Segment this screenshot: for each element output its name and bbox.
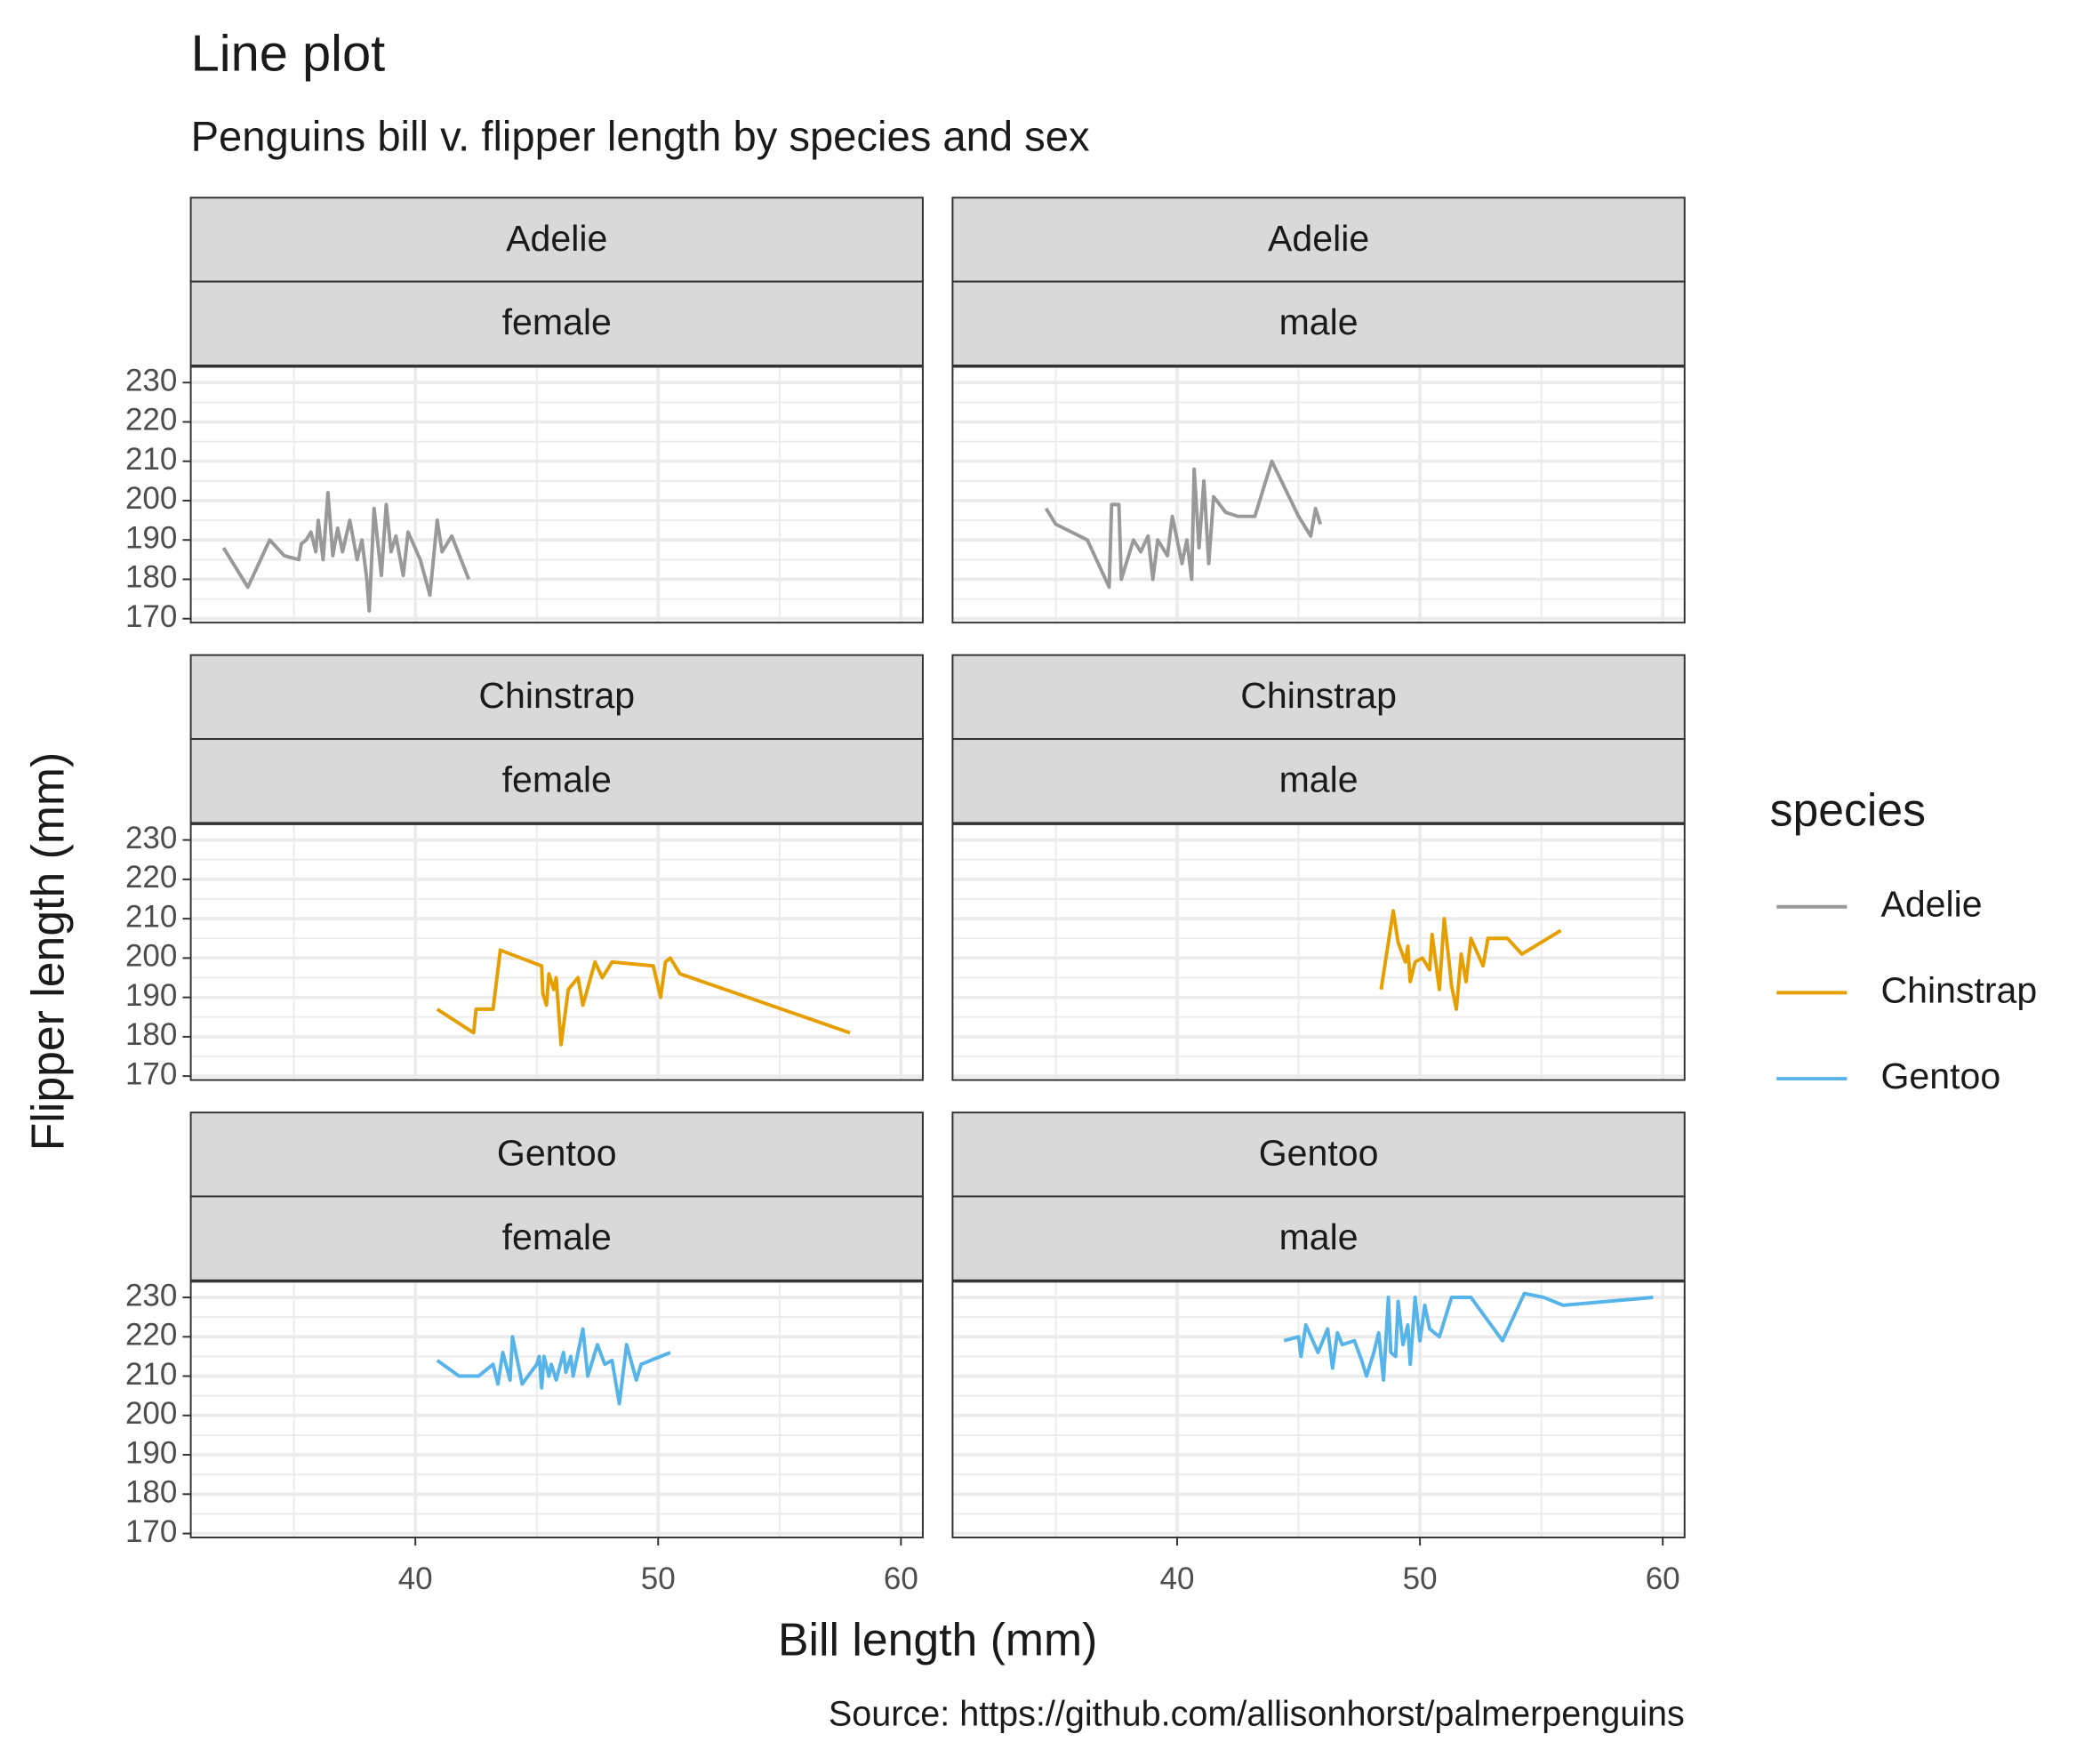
y-tick-label: 170: [125, 1514, 177, 1549]
facet-strip: [951, 1195, 1686, 1281]
y-tick-label: 170: [125, 1056, 177, 1091]
facet-label: female: [502, 1216, 612, 1257]
legend-label: Chinstrap: [1880, 969, 2037, 1010]
facet-strip: [189, 1195, 924, 1281]
facet-strip: [189, 1112, 924, 1198]
panel-border: [189, 1280, 924, 1538]
y-tick-label: 190: [125, 978, 177, 1013]
facet-strip: [951, 1112, 1686, 1198]
data-line: [436, 1327, 671, 1406]
facet-label: male: [1279, 1216, 1359, 1257]
panel-border: [189, 823, 924, 1081]
facet-strip: [189, 654, 924, 741]
facet-label: Gentoo: [1259, 1133, 1379, 1174]
data-line: [436, 948, 851, 1047]
y-tick-label: 180: [125, 560, 177, 595]
panel-background: [952, 823, 1685, 1080]
y-tick-label: 190: [125, 1435, 177, 1470]
facet-label: male: [1279, 759, 1359, 800]
chart-title: Line plot: [191, 25, 386, 82]
panel-border: [951, 1280, 1686, 1538]
y-tick-label: 230: [125, 363, 177, 397]
panel-background: [190, 366, 923, 623]
x-tick-label: 40: [398, 1561, 433, 1596]
x-tick-label: 60: [1646, 1561, 1680, 1596]
panel-background: [190, 1281, 923, 1537]
data-line: [1044, 459, 1323, 590]
facet-label: Adelie: [506, 218, 607, 259]
panel-background: [952, 1281, 1685, 1537]
caption: Source: https://github.com/allisonhorst/…: [829, 1694, 1685, 1733]
facet-strip: [951, 654, 1686, 741]
panel-border: [189, 365, 924, 624]
data-line: [1379, 909, 1562, 1011]
facet-label: Gentoo: [497, 1133, 617, 1174]
legend-label: Gentoo: [1880, 1056, 2000, 1096]
y-tick-label: 200: [125, 1396, 177, 1431]
x-tick-label: 50: [1403, 1561, 1438, 1596]
y-tick-label: 220: [125, 860, 177, 895]
y-tick-label: 230: [125, 821, 177, 855]
facet-label: Chinstrap: [1240, 675, 1397, 716]
panel-border: [951, 365, 1686, 624]
y-tick-label: 210: [125, 442, 177, 477]
chart-subtitle: Penguins bill v. flipper length by speci…: [191, 112, 1090, 159]
y-tick-label: 200: [125, 939, 177, 974]
facet-label: female: [502, 759, 612, 800]
facet-strip: [951, 280, 1686, 366]
facet-label: male: [1279, 301, 1359, 342]
y-tick-label: 230: [125, 1278, 177, 1312]
y-axis-label: Flipper length (mm): [22, 752, 74, 1151]
y-tick-label: 210: [125, 899, 177, 934]
data-line: [221, 491, 471, 613]
panel-border: [951, 823, 1686, 1081]
x-tick-label: 40: [1160, 1561, 1195, 1596]
panel-background: [952, 366, 1685, 623]
facet-label: Chinstrap: [478, 675, 635, 716]
y-tick-label: 170: [125, 599, 177, 634]
facet-strip: [189, 280, 924, 366]
facet-strip: [951, 197, 1686, 283]
legend-title: species: [1770, 783, 1926, 835]
x-axis-label: Bill length (mm): [778, 1613, 1097, 1665]
y-tick-label: 200: [125, 481, 177, 516]
facet-strip: [189, 197, 924, 283]
facet-strip: [189, 738, 924, 824]
y-tick-label: 180: [125, 1017, 177, 1052]
y-tick-label: 220: [125, 1318, 177, 1353]
facet-label: female: [502, 301, 612, 342]
legend-label: Adelie: [1880, 884, 1982, 925]
y-tick-label: 190: [125, 520, 177, 555]
data-line: [1283, 1291, 1654, 1382]
facet-label: Adelie: [1268, 218, 1369, 259]
y-tick-label: 180: [125, 1475, 177, 1510]
x-tick-label: 60: [884, 1561, 918, 1596]
panel-background: [190, 823, 923, 1080]
y-tick-label: 220: [125, 403, 177, 438]
x-tick-label: 50: [641, 1561, 676, 1596]
facet-strip: [951, 738, 1686, 824]
y-tick-label: 210: [125, 1357, 177, 1392]
